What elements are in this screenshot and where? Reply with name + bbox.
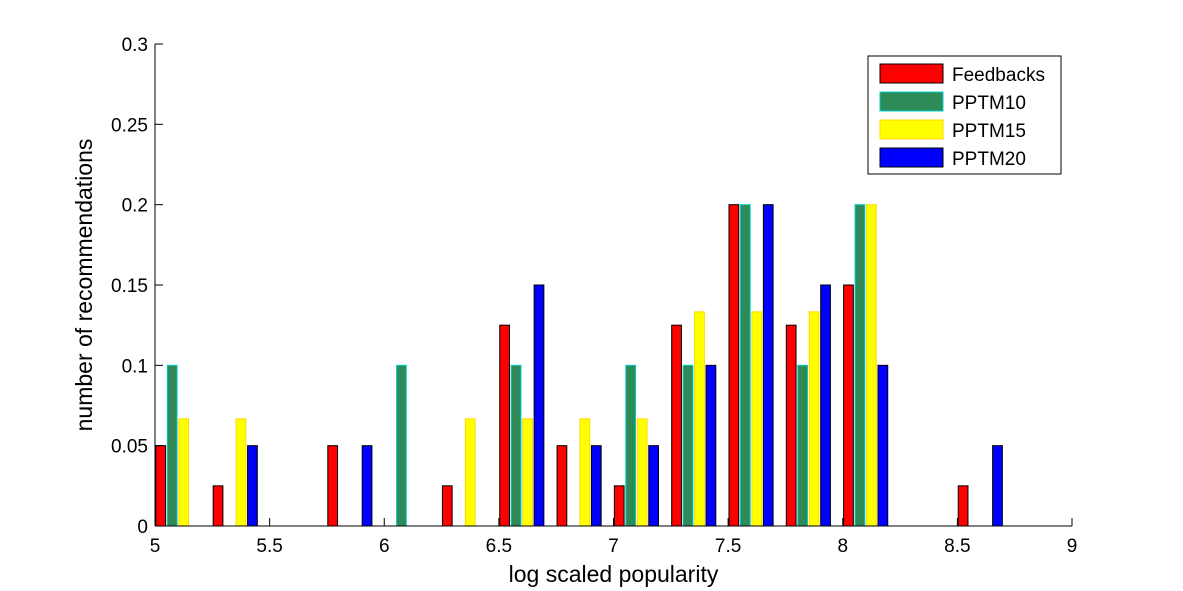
bar-pptm15-11	[808, 311, 820, 527]
bar-pptm15-10	[751, 311, 763, 527]
bar-feedbacks-7	[556, 445, 568, 527]
x-tick-label-1: 5.5	[256, 536, 282, 557]
bar-pptm20-7	[590, 445, 602, 527]
x-tick-label-7: 8.5	[944, 536, 970, 557]
bar-feedbacks-12	[843, 284, 854, 527]
bar-feedbacks-1	[212, 485, 224, 527]
bar-pptm15-5	[464, 418, 476, 527]
bar-feedbacks-8	[613, 485, 625, 527]
bar-pptm20-6	[533, 284, 545, 527]
legend-swatch-pptm15	[879, 119, 944, 140]
bar-pptm10-4	[396, 364, 407, 527]
legend: Feedbacks PPTM10 PPTM15 PPTM20	[867, 55, 1062, 175]
bar-pptm15-8	[636, 418, 648, 527]
bar-pptm10-9	[682, 364, 694, 527]
y-tick-label-4: 0.2	[122, 196, 148, 217]
bar-pptm15-9	[694, 311, 705, 527]
legend-swatch-pptm20	[879, 147, 944, 168]
bar-pptm15-7	[579, 418, 591, 527]
legend-swatch-pptm10	[879, 91, 944, 112]
legend-label-pptm20: PPTM20	[952, 149, 1026, 170]
bar-pptm15-12	[866, 204, 877, 527]
bar-pptm20-14	[992, 445, 1003, 527]
y-tick-label-3: 0.15	[111, 276, 148, 297]
y-tick-label-6: 0.3	[122, 35, 148, 56]
bar-feedbacks-5	[441, 485, 453, 527]
y-tick-label-1: 0.05	[111, 437, 148, 458]
legend-swatch-feedbacks	[879, 63, 944, 84]
bar-feedbacks-3	[327, 445, 339, 527]
y-tick-label-2: 0.1	[122, 356, 148, 377]
bar-pptm20-11	[820, 284, 831, 527]
bar-pptm20-1	[247, 445, 258, 527]
x-tick-label-6: 8	[837, 536, 848, 557]
y-tick-label-0: 0	[137, 517, 148, 538]
bar-feedbacks-6	[499, 324, 510, 527]
y-tick-label-5: 0.25	[111, 115, 148, 136]
bar-pptm20-9	[705, 364, 717, 527]
bar-pptm20-3	[361, 445, 373, 527]
x-tick-label-3: 6.5	[486, 536, 512, 557]
legend-label-feedbacks: Feedbacks	[952, 65, 1045, 86]
bar-pptm20-10	[762, 204, 774, 527]
bar-pptm20-12	[877, 364, 889, 527]
ticks-layer: 5 5.5 6 6.5 7 7.5 8 8.5 9 0 0.05 0.1 0.15 0.2 0.25 0.3	[111, 35, 1077, 557]
bars-layer	[155, 204, 1003, 527]
bar-pptm10-0	[166, 364, 178, 527]
bar-pptm10-8	[625, 364, 637, 527]
bar-pptm15-0	[178, 418, 190, 527]
bar-feedbacks-11	[785, 324, 797, 527]
x-tick-label-5: 7.5	[715, 536, 741, 557]
bar-pptm10-11	[797, 364, 809, 527]
bar-pptm20-8	[648, 445, 659, 527]
x-axis-label: log scaled popularity	[509, 561, 719, 587]
x-tick-label-0: 5	[150, 536, 161, 557]
bar-pptm15-1	[235, 418, 247, 527]
bar-pptm10-6	[510, 364, 522, 527]
bar-pptm10-12	[854, 204, 866, 527]
bar-feedbacks-10	[728, 204, 740, 527]
y-axis-label: number of recommendations	[71, 139, 97, 432]
bar-feedbacks-9	[671, 324, 682, 527]
legend-label-pptm10: PPTM10	[952, 93, 1026, 114]
x-tick-label-8: 9	[1067, 536, 1078, 557]
bar-feedbacks-14	[957, 485, 969, 527]
bar-pptm10-10	[739, 204, 751, 527]
x-tick-label-2: 6	[379, 536, 390, 557]
bar-feedbacks-0	[155, 445, 167, 527]
legend-label-pptm15: PPTM15	[952, 121, 1026, 142]
x-tick-label-4: 7	[608, 536, 619, 557]
bar-pptm15-6	[522, 418, 533, 527]
